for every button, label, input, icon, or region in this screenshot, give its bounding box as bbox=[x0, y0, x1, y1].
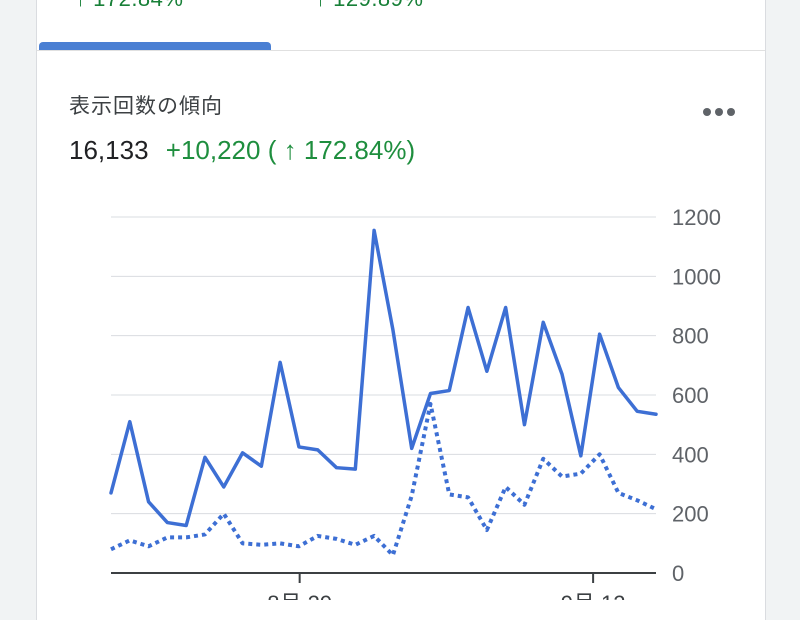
active-tab-indicator bbox=[39, 42, 271, 50]
y-tick-label: 800 bbox=[672, 324, 709, 349]
y-tick-label: 1200 bbox=[672, 205, 721, 230]
tab-secondary-change[interactable]: ↑ 129.89% bbox=[315, 0, 423, 12]
series-line-previous bbox=[110, 401, 657, 558]
impressions-line-chart: 0 200 400 600 800 1000 1200 8月 29 9月 12 bbox=[109, 205, 721, 600]
y-tick-label: 400 bbox=[672, 442, 709, 467]
y-tick-label: 200 bbox=[672, 502, 709, 527]
y-tick-label: 0 bbox=[672, 561, 684, 586]
change-value: +10,220 bbox=[165, 135, 261, 165]
x-tick-label: 9月 12 bbox=[561, 591, 626, 600]
chart-axes: 0 200 400 600 800 1000 1200 8月 29 9月 12 bbox=[111, 205, 721, 600]
summary-stats: 16,133 +10,220 ( ↑ 172.84%) bbox=[69, 135, 415, 166]
series-line-current bbox=[109, 228, 658, 528]
chart-title: 表示回数の傾向 bbox=[69, 95, 223, 118]
y-tick-label: 600 bbox=[672, 383, 709, 408]
performance-card: ↑ 172.84% ↑ 129.89% 表示回数の傾向 16,133 +10,2… bbox=[36, 0, 766, 620]
total-impressions: 16,133 bbox=[69, 135, 149, 165]
tab-impressions-change[interactable]: ↑ 172.84% bbox=[75, 0, 183, 12]
change-percent: ( ↑ 172.84%) bbox=[267, 135, 416, 165]
metric-tabs: ↑ 172.84% ↑ 129.89% bbox=[37, 0, 765, 51]
more-options-button[interactable] bbox=[697, 98, 741, 126]
x-tick-label: 8月 29 bbox=[267, 591, 332, 600]
chart-series bbox=[109, 228, 658, 558]
more-horizontal-icon bbox=[703, 108, 735, 116]
chart-gridlines bbox=[111, 216, 656, 515]
y-tick-label: 1000 bbox=[672, 264, 721, 289]
